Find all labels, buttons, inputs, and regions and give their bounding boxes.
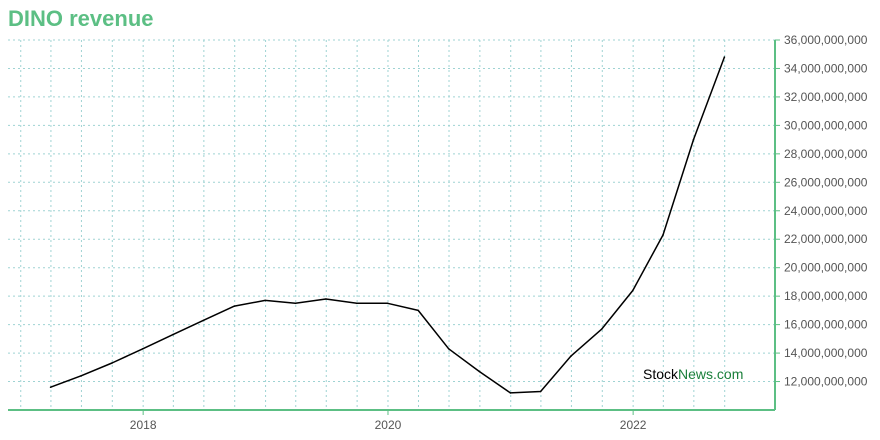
y-axis-ticks: 12,000,000,000 14,000,000,000 16,000,000,0… <box>775 33 868 389</box>
data-point <box>355 302 358 305</box>
y-tick-label: 28,000,000,000 <box>784 147 868 161</box>
x-tick-label: 2022 <box>620 418 647 432</box>
data-point <box>264 299 267 302</box>
data-point <box>662 234 664 236</box>
data-point <box>325 298 327 300</box>
data-point <box>509 392 512 394</box>
y-tick-label: 12,000,000,000 <box>784 375 868 389</box>
y-tick-label: 30,000,000,000 <box>784 118 868 132</box>
x-tick-label: 2018 <box>130 418 157 432</box>
x-tick-label: 2020 <box>375 418 402 432</box>
data-point <box>723 56 726 58</box>
data-point <box>294 302 297 305</box>
y-tick-label: 32,000,000,000 <box>784 90 868 104</box>
axes <box>8 40 776 411</box>
y-tick-label: 24,000,000,000 <box>784 204 868 218</box>
data-point <box>692 138 695 141</box>
data-point <box>632 289 634 292</box>
watermark-stock: Stock <box>643 366 679 382</box>
y-tick-label: 14,000,000,000 <box>784 346 868 360</box>
data-point <box>142 348 144 350</box>
data-point <box>601 328 603 330</box>
x-axis-ticks: 2018 2020 2022 <box>130 410 647 432</box>
data-point <box>570 355 572 357</box>
data-point <box>111 362 113 364</box>
y-tick-label: 16,000,000,000 <box>784 318 868 332</box>
data-point <box>49 386 52 389</box>
data-point <box>202 319 205 322</box>
grid <box>8 39 775 410</box>
chart-title: DINO revenue <box>8 6 154 31</box>
y-tick-label: 36,000,000,000 <box>784 33 868 47</box>
data-point <box>478 370 481 373</box>
series <box>49 56 726 394</box>
data-point <box>233 305 236 307</box>
watermark-news: News.com <box>678 366 743 382</box>
data-point <box>172 333 174 336</box>
data-point <box>386 302 389 305</box>
data-point <box>447 348 450 350</box>
data-point <box>417 309 419 312</box>
y-tick-label: 34,000,000,000 <box>784 61 868 75</box>
y-tick-label: 26,000,000,000 <box>784 175 868 189</box>
y-tick-label: 18,000,000,000 <box>784 289 868 303</box>
data-point <box>539 390 542 393</box>
y-tick-label: 22,000,000,000 <box>784 232 868 246</box>
watermark: StockNews.com <box>643 366 743 382</box>
data-point <box>80 375 82 377</box>
y-tick-label: 20,000,000,000 <box>784 261 868 275</box>
